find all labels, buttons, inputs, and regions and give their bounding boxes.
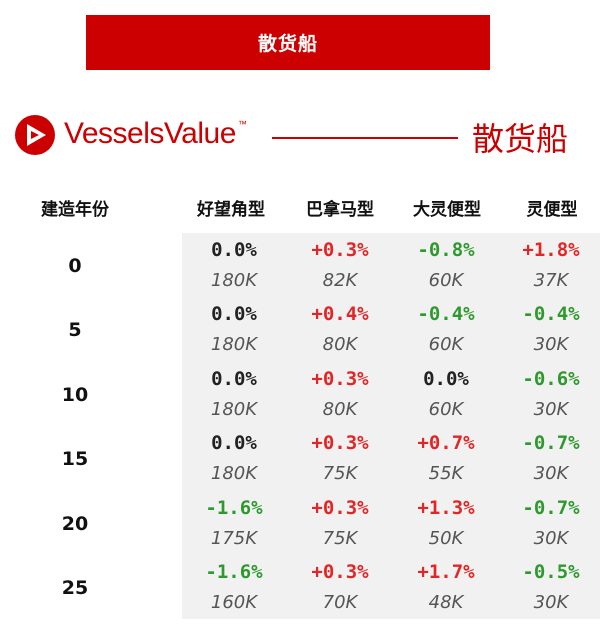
cell-value: 180K bbox=[210, 398, 258, 420]
brand-logo-text: VesselsValue ™ bbox=[64, 117, 247, 151]
cell-change-percent: -0.4% bbox=[417, 303, 475, 326]
row-year-label: 0 bbox=[68, 255, 82, 277]
cell-change-percent: -1.6% bbox=[205, 561, 263, 583]
cell-change-percent: +0.4% bbox=[311, 303, 369, 326]
cell-change-percent: +0.3% bbox=[311, 239, 369, 261]
table-body-background bbox=[182, 233, 600, 619]
year-column-header: 建造年份 bbox=[41, 200, 109, 220]
cell-value: 30K bbox=[533, 463, 569, 485]
cell-change-percent: 0.0% bbox=[211, 303, 257, 326]
cell-change-percent: -1.6% bbox=[205, 496, 263, 519]
cell-value: 48K bbox=[428, 592, 464, 613]
cell-change-percent: -0.4% bbox=[522, 303, 580, 326]
cell-value: 30K bbox=[533, 398, 569, 420]
column-header-handysize: 灵便型 bbox=[526, 200, 578, 220]
title-banner: 散货船 bbox=[86, 15, 490, 70]
banner-title: 散货船 bbox=[257, 33, 318, 55]
cell-value: 160K bbox=[210, 592, 258, 613]
cell-change-percent: +0.3% bbox=[311, 496, 369, 519]
row-year-label: 20 bbox=[61, 512, 89, 535]
cell-value: 30K bbox=[533, 334, 569, 356]
cell-change-percent: -0.6% bbox=[522, 367, 580, 390]
cell-value: 30K bbox=[533, 527, 569, 549]
trademark-mark: ™ bbox=[237, 119, 247, 129]
vesselsvalue-logo-icon bbox=[15, 115, 55, 155]
cell-change-percent: +1.7% bbox=[417, 561, 475, 583]
cell-value: 70K bbox=[322, 592, 358, 613]
row-year-label: 15 bbox=[61, 448, 89, 471]
cell-value: 55K bbox=[428, 463, 464, 485]
cell-change-percent: +0.3% bbox=[311, 432, 369, 455]
cell-value: 80K bbox=[322, 398, 358, 420]
cell-value: 50K bbox=[428, 527, 464, 549]
brand-header: VesselsValue ™ 散货船 bbox=[0, 108, 600, 168]
row-year-label: 25 bbox=[61, 577, 89, 599]
cell-value: 82K bbox=[322, 270, 358, 291]
cell-value: 175K bbox=[210, 527, 258, 549]
column-header-capesize: 好望角型 bbox=[197, 200, 265, 220]
brand-divider-line bbox=[272, 137, 458, 139]
cell-change-percent: 0.0% bbox=[211, 432, 257, 455]
cell-change-percent: +0.3% bbox=[311, 561, 369, 583]
cell-value: 60K bbox=[428, 270, 464, 291]
cell-value: 180K bbox=[210, 334, 258, 356]
cell-value: 30K bbox=[533, 592, 569, 613]
cell-change-percent: +1.3% bbox=[417, 496, 475, 519]
column-header-supramax: 大灵便型 bbox=[413, 200, 481, 220]
cell-change-percent: -0.7% bbox=[522, 432, 580, 455]
cell-change-percent: 0.0% bbox=[423, 367, 469, 390]
cell-value: 180K bbox=[210, 463, 258, 485]
cell-value: 80K bbox=[322, 334, 358, 356]
cell-change-percent: +1.8% bbox=[522, 239, 580, 261]
cell-value: 75K bbox=[322, 527, 358, 549]
cell-value: 60K bbox=[428, 398, 464, 420]
cell-change-percent: 0.0% bbox=[211, 239, 257, 261]
cell-change-percent: 0.0% bbox=[211, 367, 257, 390]
cell-change-percent: -0.7% bbox=[522, 496, 580, 519]
cell-value: 37K bbox=[533, 270, 569, 291]
cell-change-percent: -0.5% bbox=[522, 561, 580, 583]
cell-change-percent: +0.7% bbox=[417, 432, 475, 455]
cell-change-percent: +0.3% bbox=[311, 367, 369, 390]
cell-value: 180K bbox=[210, 270, 258, 291]
brand-category: 散货船 bbox=[472, 120, 569, 158]
column-header-panamax: 巴拿马型 bbox=[306, 200, 374, 220]
row-year-label: 5 bbox=[68, 319, 82, 342]
cell-value: 60K bbox=[428, 334, 464, 356]
row-year-label: 10 bbox=[61, 383, 89, 406]
cell-value: 75K bbox=[322, 463, 358, 485]
cell-change-percent: -0.8% bbox=[417, 239, 475, 261]
brand-name: VesselsValue bbox=[64, 117, 236, 150]
